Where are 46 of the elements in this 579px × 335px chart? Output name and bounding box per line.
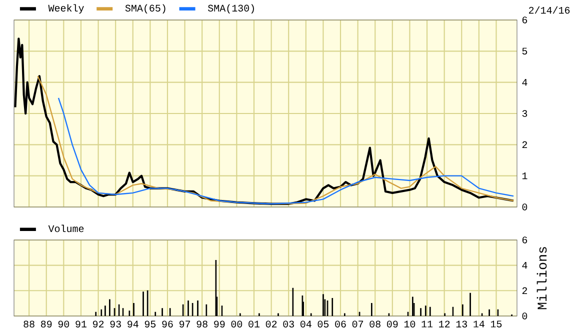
x-tick-label: 07 <box>352 320 364 328</box>
x-tick-label: 97 <box>179 320 190 328</box>
y-tick-label: 2 <box>522 141 527 148</box>
x-tick-label: 02 <box>266 320 277 328</box>
x-tick-label: 04 <box>300 320 312 328</box>
y-tick-label: 5 <box>522 48 528 55</box>
line-series <box>58 97 514 204</box>
x-tick-label: 08 <box>370 320 380 328</box>
legend-label: Weekly <box>48 4 84 14</box>
y-tick-label: 0 <box>522 312 528 320</box>
x-tick-label: 94 <box>128 320 138 328</box>
x-tick-label: 15 <box>490 320 502 328</box>
x-tick-label: 88 <box>24 320 34 328</box>
x-tick-label: 12 <box>439 320 450 328</box>
x-tick-label: 06 <box>335 320 346 328</box>
x-tick-label: 09 <box>387 320 398 328</box>
y-axis-title: Millions <box>536 247 547 310</box>
x-tick-label: 01 <box>248 320 260 328</box>
x-tick-label: 05 <box>318 320 329 328</box>
x-tick-label: 96 <box>162 320 173 328</box>
legend-label: Volume <box>48 224 84 232</box>
x-tick-label: 92 <box>92 320 104 328</box>
y-tick-label: 0 <box>522 204 528 210</box>
x-tick-label: 14 <box>474 320 484 328</box>
x-tick-label: 03 <box>283 320 294 328</box>
x-tick-label: 93 <box>110 320 121 328</box>
y-tick-label: 1 <box>522 172 528 180</box>
x-tick-label: 91 <box>76 320 86 328</box>
x-tick-label: 98 <box>196 320 208 328</box>
y-tick-label: 2 <box>522 287 527 294</box>
x-tick-label: 89 <box>41 320 52 328</box>
x-tick-label: 90 <box>58 320 70 328</box>
x-tick-label: 13 <box>456 320 467 328</box>
x-tick-label: 10 <box>404 320 416 328</box>
x-tick-label: 95 <box>144 320 156 328</box>
y-tick-label: 4 <box>522 79 528 86</box>
legend-label: SMA(130) <box>208 4 254 14</box>
y-tick-label: 6 <box>522 236 528 244</box>
text: 2/14/16 <box>528 6 570 14</box>
x-tick-label: 00 <box>231 320 242 328</box>
x-tick-label: 99 <box>214 320 225 328</box>
x-tick-label: 11 <box>422 320 433 328</box>
y-tick-label: 4 <box>522 262 528 269</box>
y-tick-label: 6 <box>522 16 528 24</box>
legend-label: SMA(65) <box>125 4 166 14</box>
y-tick-label: 3 <box>522 110 528 117</box>
